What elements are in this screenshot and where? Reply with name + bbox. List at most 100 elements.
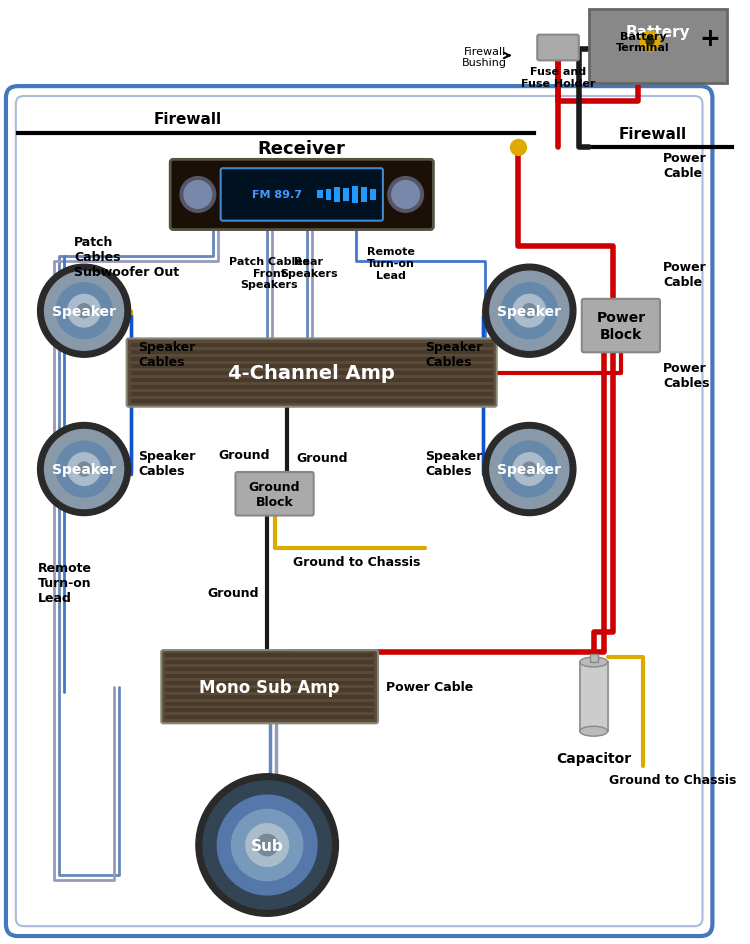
Text: Remote
Turn-on
Lead: Remote Turn-on Lead [367,247,415,280]
Circle shape [180,177,216,213]
Text: Ground to Chassis: Ground to Chassis [609,773,736,786]
Bar [316,192,322,199]
Circle shape [246,824,289,867]
Bar [370,190,376,201]
Bar [130,351,493,355]
Bar [165,695,374,699]
FancyBboxPatch shape [220,169,383,222]
Text: 4-Channel Amp: 4-Channel Amp [228,363,395,382]
Bar [165,667,374,671]
Text: Battery: Battery [626,25,690,40]
Text: Speaker
Cables: Speaker Cables [425,449,483,478]
Text: Power
Cable: Power Cable [663,261,706,288]
Circle shape [184,181,211,209]
FancyBboxPatch shape [161,650,378,723]
Circle shape [513,453,546,486]
FancyBboxPatch shape [170,160,434,230]
Circle shape [44,430,124,509]
FancyBboxPatch shape [582,299,660,353]
Text: Ground to Chassis: Ground to Chassis [292,555,420,568]
Bar [344,189,350,202]
Bar [130,358,493,362]
Bar [130,344,493,348]
Circle shape [388,177,424,213]
Circle shape [217,795,317,895]
Circle shape [502,442,557,497]
Circle shape [483,265,576,358]
Text: Ground: Ground [208,586,260,599]
Text: Ground: Ground [218,448,270,462]
Text: Speaker: Speaker [52,304,116,318]
Circle shape [490,430,569,509]
Circle shape [523,463,536,477]
Circle shape [646,38,654,46]
Bar [334,187,340,203]
Bar [580,663,608,732]
Text: Power Cable: Power Cable [386,681,473,694]
Circle shape [77,304,91,318]
Circle shape [38,423,130,516]
Bar [130,399,493,403]
Ellipse shape [580,657,608,667]
Text: Speaker: Speaker [497,463,561,477]
Circle shape [502,283,557,339]
Bar [362,187,367,203]
Bar [165,716,374,719]
Bar [130,379,493,382]
Text: Speaker
Cables: Speaker Cables [425,341,483,369]
Circle shape [68,453,100,486]
Circle shape [56,442,112,497]
Bar [165,681,374,685]
Text: Patch
Cables
Subwoofer Out: Patch Cables Subwoofer Out [74,236,179,278]
Bar [130,364,493,369]
Text: Capacitor: Capacitor [556,751,632,766]
Text: Firewall: Firewall [619,126,687,142]
Bar [326,190,332,201]
Circle shape [203,781,332,909]
Circle shape [392,181,419,209]
Text: Power
Block: Power Block [596,312,646,342]
Text: Remote
Turn-on
Lead: Remote Turn-on Lead [38,562,92,605]
Text: Receiver: Receiver [258,141,346,159]
Text: Fuse and
Fuse Holder: Fuse and Fuse Holder [520,67,596,89]
Circle shape [640,32,660,52]
Bar [165,653,374,657]
Circle shape [490,272,569,351]
Bar [165,688,374,692]
Text: Firewall: Firewall [154,111,222,126]
Bar [165,660,374,665]
Circle shape [523,304,536,318]
Text: Ground: Ground [297,451,348,464]
Text: Patch Cables
Front
Speakers: Patch Cables Front Speakers [229,257,309,290]
FancyBboxPatch shape [236,473,314,516]
Circle shape [196,774,338,917]
Bar [130,385,493,390]
Text: FM 89.7: FM 89.7 [252,191,302,200]
FancyBboxPatch shape [127,339,496,407]
Text: Power
Cables: Power Cables [663,362,710,390]
Text: Firewall
Bushing: Firewall Bushing [462,46,507,68]
FancyBboxPatch shape [537,36,579,61]
Text: Speaker: Speaker [52,463,116,477]
Circle shape [232,810,303,881]
Text: Battery
Terminal: Battery Terminal [616,32,670,53]
Text: Rear
Speakers: Rear Speakers [280,257,338,278]
Text: Ground
Block: Ground Block [249,480,300,508]
Bar [590,654,598,663]
Circle shape [38,265,130,358]
Circle shape [44,272,124,351]
Text: Power
Cable: Power Cable [663,152,706,179]
Text: Speaker
Cables: Speaker Cables [139,341,196,369]
Circle shape [256,834,278,856]
Circle shape [77,463,91,477]
Text: Speaker
Cables: Speaker Cables [139,449,196,478]
Bar [165,701,374,706]
Circle shape [68,295,100,328]
Bar [352,186,358,204]
Bar [165,709,374,713]
Text: +: + [699,27,720,51]
Text: Speaker: Speaker [497,304,561,318]
Bar [165,674,374,678]
Circle shape [513,295,546,328]
Circle shape [511,141,526,156]
